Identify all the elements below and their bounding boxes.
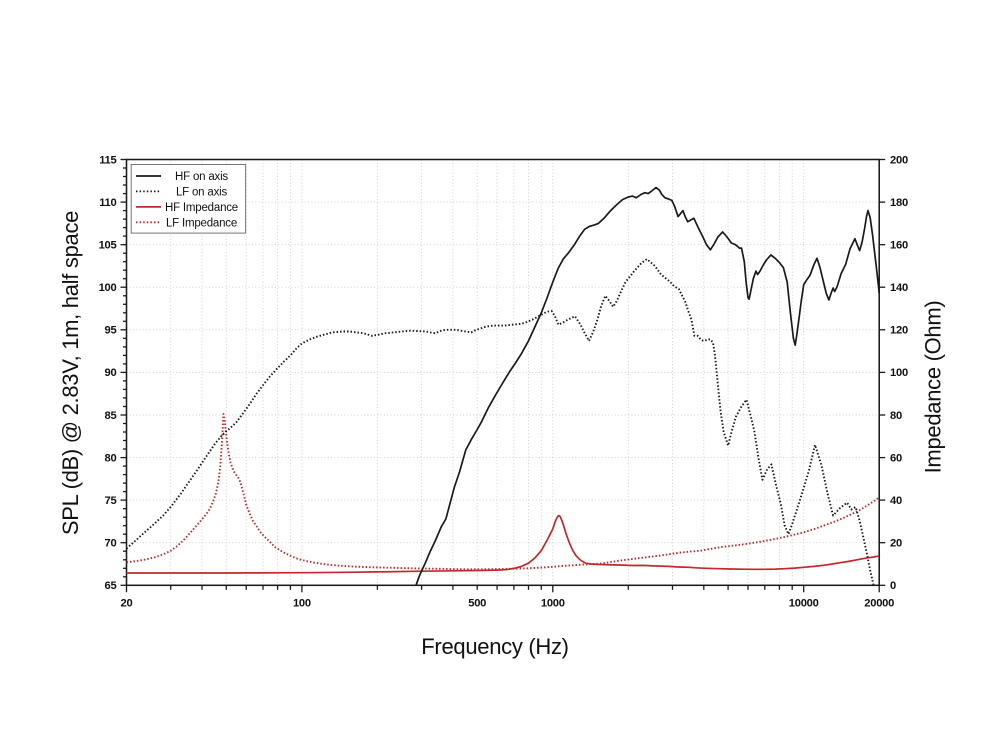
svg-text:0: 0 [890, 580, 896, 592]
svg-text:HF on axis: HF on axis [175, 171, 228, 183]
svg-text:70: 70 [105, 538, 117, 550]
svg-text:120: 120 [890, 325, 908, 337]
svg-text:500: 500 [468, 598, 486, 610]
svg-text:80: 80 [890, 410, 902, 422]
svg-text:Impedance (Ohm): Impedance (Ohm) [921, 301, 946, 474]
svg-text:20: 20 [890, 538, 902, 550]
svg-text:110: 110 [99, 197, 116, 209]
svg-text:LF Impedance: LF Impedance [166, 218, 237, 230]
svg-text:LF on axis: LF on axis [176, 187, 228, 199]
svg-text:20000: 20000 [864, 598, 894, 610]
svg-text:100: 100 [293, 598, 311, 610]
svg-text:HF Impedance: HF Impedance [165, 202, 238, 214]
svg-text:75: 75 [105, 495, 117, 507]
svg-text:90: 90 [105, 367, 117, 379]
svg-text:60: 60 [890, 452, 902, 464]
svg-text:85: 85 [105, 410, 117, 422]
svg-text:40: 40 [890, 495, 902, 507]
svg-text:160: 160 [890, 240, 908, 252]
svg-text:20: 20 [121, 598, 133, 610]
svg-text:10000: 10000 [789, 598, 819, 610]
svg-text:65: 65 [105, 580, 117, 592]
svg-text:100: 100 [99, 282, 117, 294]
svg-text:Frequency (Hz): Frequency (Hz) [421, 634, 568, 659]
svg-text:95: 95 [105, 325, 117, 337]
svg-text:115: 115 [99, 154, 116, 166]
svg-text:80: 80 [105, 452, 117, 464]
svg-text:140: 140 [890, 282, 908, 294]
svg-text:105: 105 [99, 240, 117, 252]
svg-text:1000: 1000 [541, 598, 565, 610]
svg-text:200: 200 [890, 154, 908, 166]
svg-text:180: 180 [890, 197, 908, 209]
svg-text:100: 100 [890, 367, 908, 379]
svg-text:SPL (dB) @ 2.83V, 1m, half spa: SPL (dB) @ 2.83V, 1m, half space [58, 211, 83, 535]
